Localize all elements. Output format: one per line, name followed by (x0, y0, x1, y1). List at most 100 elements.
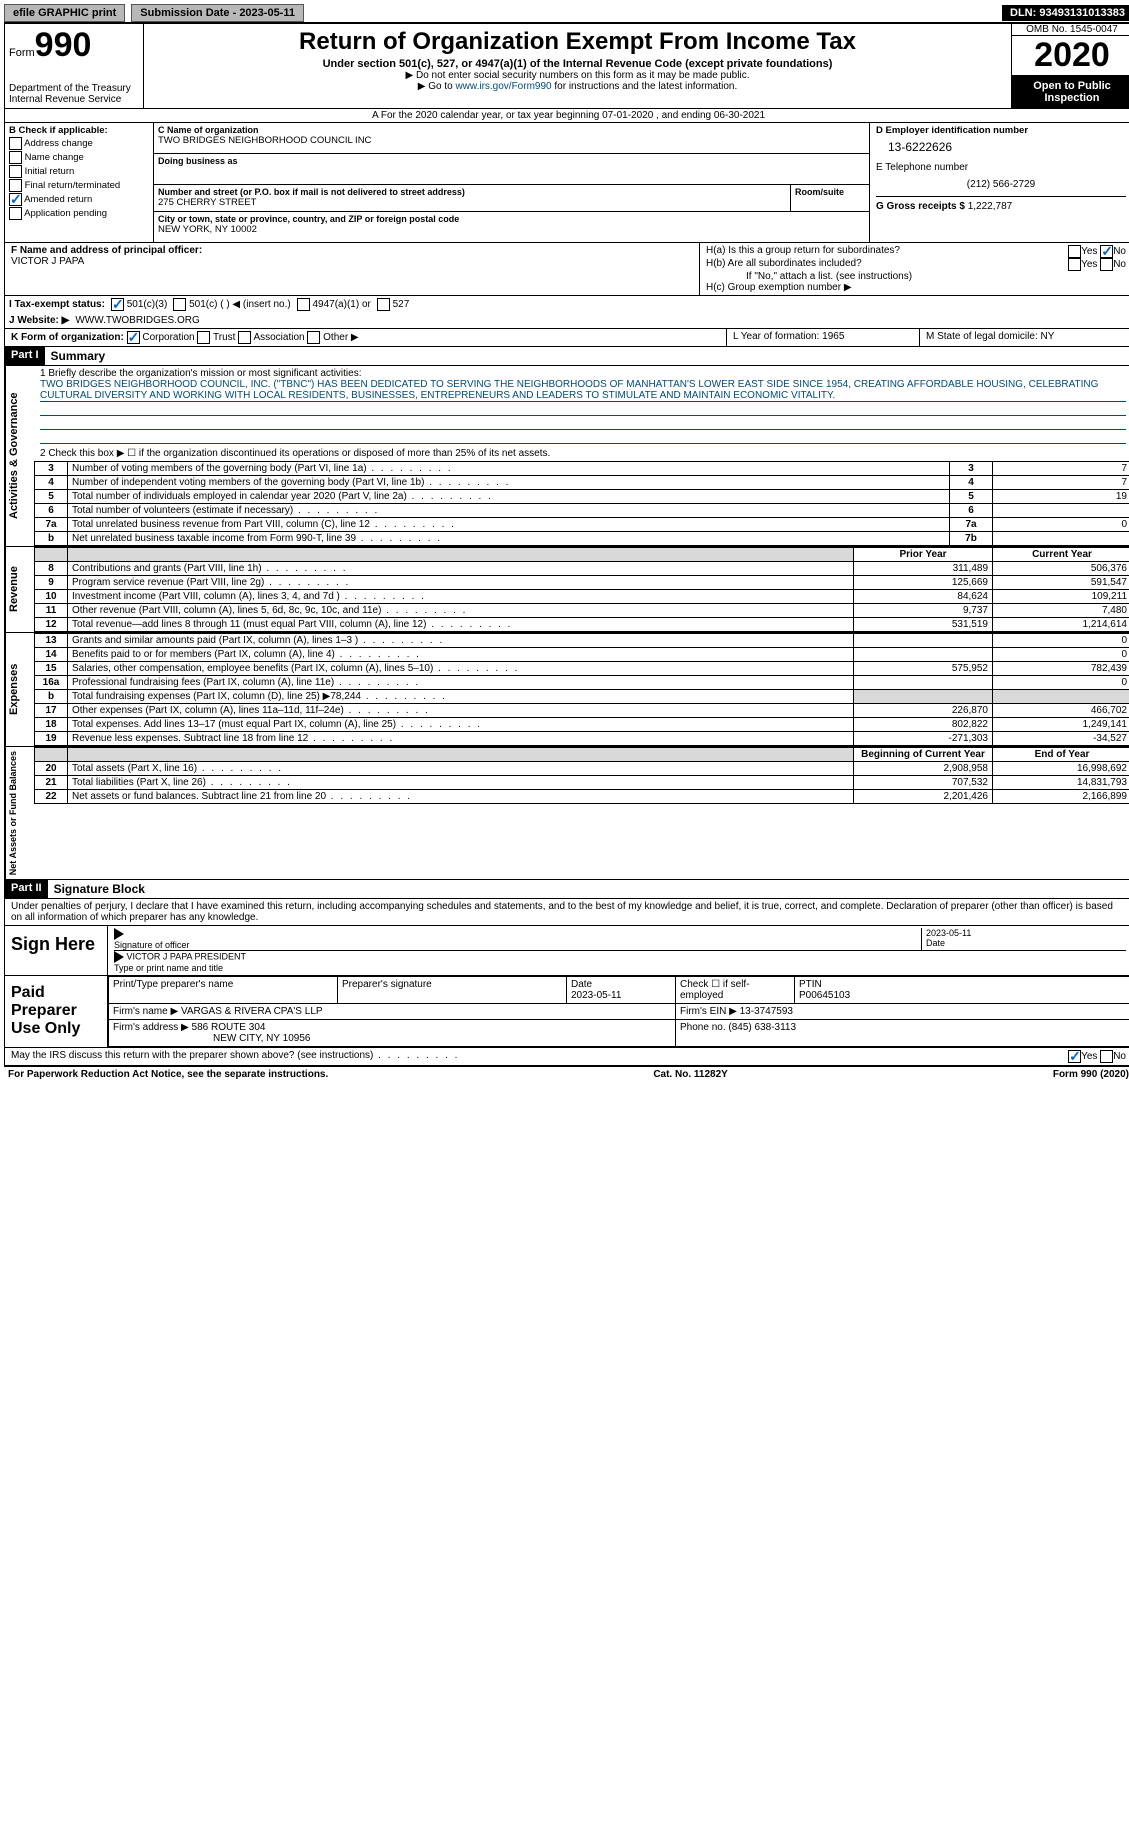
discuss-label: May the IRS discuss this return with the… (11, 1050, 459, 1063)
expenses-table: 13Grants and similar amounts paid (Part … (34, 633, 1129, 746)
note-link: ▶ Go to www.irs.gov/Form990 for instruct… (150, 81, 1005, 92)
prep-date: 2023-05-11 (571, 990, 621, 1001)
state-domicile: M State of legal domicile: NY (920, 329, 1129, 346)
chk-initial-return[interactable]: Initial return (9, 165, 149, 178)
governance-table: 3Number of voting members of the governi… (34, 461, 1129, 546)
mission-section: 1 Briefly describe the organization's mi… (34, 366, 1129, 446)
table-row: 16aProfessional fundraising fees (Part I… (35, 676, 1129, 690)
chk-trust[interactable]: Trust (197, 332, 235, 343)
section-bcdeg: B Check if applicable: Address change Na… (4, 123, 1129, 243)
table-row: 8Contributions and grants (Part VIII, li… (35, 562, 1129, 576)
table-row: 10Investment income (Part VIII, column (… (35, 590, 1129, 604)
tax-year: 2020 (1012, 35, 1129, 76)
section-de: D Employer identification number 13-6222… (869, 123, 1129, 242)
open-inspection: Open to Public Inspection (1012, 76, 1129, 108)
firm-addr-label: Firm's address ▶ (113, 1022, 189, 1033)
section-c: C Name of organization TWO BRIDGES NEIGH… (154, 123, 869, 242)
sign-here-label: Sign Here (5, 926, 108, 975)
chk-other[interactable]: Other ▶ (307, 332, 358, 343)
firm-phone-label: Phone no. (680, 1022, 726, 1033)
form-org-label: K Form of organization: (11, 332, 124, 343)
netassets-table: Beginning of Current YearEnd of Year 20T… (34, 747, 1129, 804)
chk-4947[interactable]: 4947(a)(1) or (297, 298, 371, 311)
b-label: B Check if applicable: (9, 125, 149, 136)
ha-options[interactable]: Yes No (1068, 245, 1126, 258)
chk-final-return[interactable]: Final return/terminated (9, 179, 149, 192)
phone-label: E Telephone number (876, 162, 1126, 173)
discuss-options[interactable]: Yes No (1068, 1050, 1126, 1063)
part2-header-row: Part II Signature Block (4, 880, 1129, 899)
table-row: bTotal fundraising expenses (Part IX, co… (35, 690, 1129, 704)
sig-date: 2023-05-11 (926, 928, 971, 938)
firm-name: VARGAS & RIVERA CPA'S LLP (181, 1006, 323, 1017)
table-row: 19Revenue less expenses. Subtract line 1… (35, 732, 1129, 746)
type-name-label: Type or print name and title (114, 963, 223, 973)
officer-label: F Name and address of principal officer: (11, 245, 202, 256)
table-row: 14Benefits paid to or for members (Part … (35, 648, 1129, 662)
netassets-block: Net Assets or Fund Balances Beginning of… (4, 747, 1129, 880)
chk-501c[interactable]: 501(c) ( ) ◀ (insert no.) (173, 298, 290, 311)
table-row: 13Grants and similar amounts paid (Part … (35, 634, 1129, 648)
firm-name-label: Firm's name ▶ (113, 1006, 178, 1017)
city-label: City or town, state or province, country… (158, 214, 865, 224)
table-row: bNet unrelated business taxable income f… (35, 532, 1129, 546)
expenses-block: Expenses 13Grants and similar amounts pa… (4, 633, 1129, 747)
org-name: TWO BRIDGES NEIGHBORHOOD COUNCIL INC (158, 135, 865, 146)
firm-addr: 586 ROUTE 304 (192, 1022, 266, 1033)
table-row: 17Other expenses (Part IX, column (A), l… (35, 704, 1129, 718)
form-title: Return of Organization Exempt From Incom… (150, 28, 1005, 56)
firm-city: NEW CITY, NY 10956 (113, 1033, 310, 1044)
part2-badge: Part II (5, 880, 48, 898)
chk-amended-return[interactable]: Amended return (9, 193, 149, 206)
table-row: 21Total liabilities (Part X, line 26)707… (35, 776, 1129, 790)
table-row: 20Total assets (Part X, line 16)2,908,95… (35, 762, 1129, 776)
chk-application-pending[interactable]: Application pending (9, 207, 149, 220)
website-label: J Website: ▶ (9, 315, 69, 326)
hb-label: H(b) Are all subordinates included? (706, 258, 862, 271)
footer-left: For Paperwork Reduction Act Notice, see … (8, 1069, 328, 1080)
ein-value: 13-6222626 (876, 136, 1126, 162)
submission-btn[interactable]: Submission Date - 2023-05-11 (131, 4, 304, 22)
website-value: WWW.TWOBRIDGES.ORG (75, 315, 199, 326)
section-klm: K Form of organization: Corporation Trus… (4, 329, 1129, 347)
chk-assoc[interactable]: Association (238, 332, 304, 343)
chk-501c3[interactable]: 501(c)(3) (111, 298, 167, 311)
tax-year-range: A For the 2020 calendar year, or tax yea… (4, 109, 1129, 123)
org-name-label: C Name of organization (158, 125, 865, 135)
governance-block: Activities & Governance 1 Briefly descri… (4, 366, 1129, 547)
line2-checkbox: 2 Check this box ▶ ☐ if the organization… (34, 446, 1129, 461)
efile-btn[interactable]: efile GRAPHIC print (4, 4, 125, 22)
table-row: 15Salaries, other compensation, employee… (35, 662, 1129, 676)
table-row: 7aTotal unrelated business revenue from … (35, 518, 1129, 532)
section-b: B Check if applicable: Address change Na… (5, 123, 154, 242)
table-row: 12Total revenue—add lines 8 through 11 (… (35, 618, 1129, 632)
chk-527[interactable]: 527 (377, 298, 409, 311)
table-row: 18Total expenses. Add lines 13–17 (must … (35, 718, 1129, 732)
table-row: 6Total number of volunteers (estimate if… (35, 504, 1129, 518)
dba-label: Doing business as (158, 156, 865, 166)
arrow-icon (114, 928, 124, 940)
chk-name-change[interactable]: Name change (9, 151, 149, 164)
prep-name-label: Print/Type preparer's name (113, 979, 233, 990)
table-row: 9Program service revenue (Part VIII, lin… (35, 576, 1129, 590)
revenue-block: Revenue Prior YearCurrent Year 8Contribu… (4, 547, 1129, 633)
vtab-expenses: Expenses (5, 633, 34, 746)
prep-date-label: Date (571, 979, 592, 990)
chk-corp[interactable]: Corporation (127, 332, 195, 343)
section-j: J Website: ▶ WWW.TWOBRIDGES.ORG (4, 313, 1129, 329)
na-cy-header: End of Year (993, 748, 1129, 762)
current-year-header: Current Year (993, 548, 1129, 562)
irs-link[interactable]: www.irs.gov/Form990 (455, 81, 551, 92)
section-i: I Tax-exempt status: 501(c)(3) 501(c) ( … (4, 296, 1129, 313)
omb-label: OMB No. 1545-0047 (1012, 24, 1129, 35)
chk-address-change[interactable]: Address change (9, 137, 149, 150)
na-py-header: Beginning of Current Year (854, 748, 993, 762)
hc-label: H(c) Group exemption number ▶ (706, 282, 1126, 293)
part1-title: Summary (45, 347, 112, 365)
ptin-value: P00645103 (799, 990, 850, 1001)
hb-options[interactable]: Yes No (1068, 258, 1126, 271)
self-employed[interactable]: Check ☐ if self-employed (676, 977, 795, 1004)
signature-block: Under penalties of perjury, I declare th… (4, 899, 1129, 1066)
vtab-netassets: Net Assets or Fund Balances (5, 747, 34, 879)
officer-name: VICTOR J PAPA (11, 256, 693, 267)
